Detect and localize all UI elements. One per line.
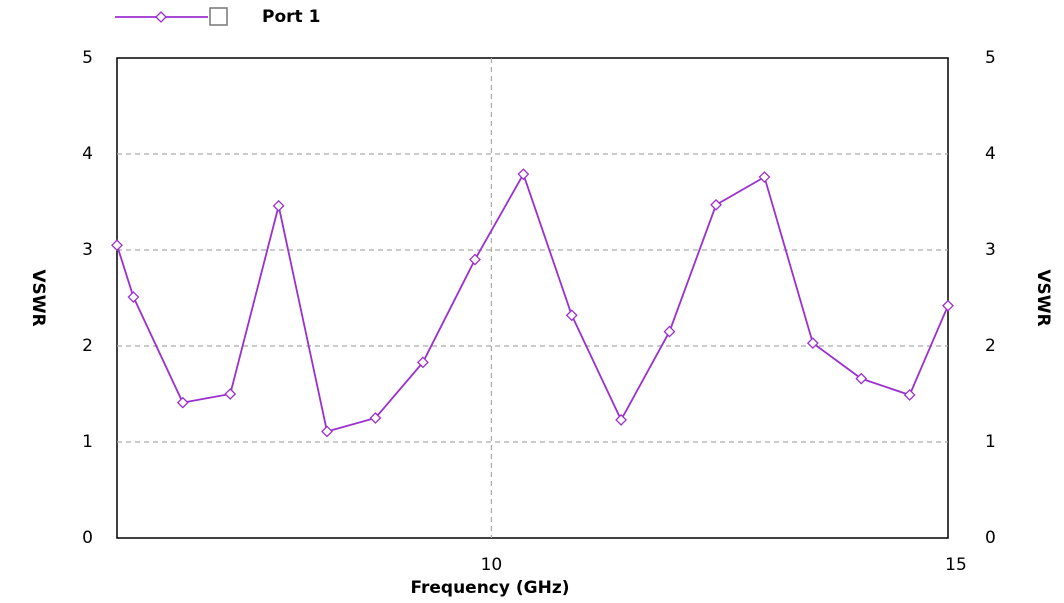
series-line bbox=[116, 171, 949, 433]
point-marker bbox=[615, 414, 627, 426]
y-tick-label: 2 bbox=[82, 336, 93, 356]
y-tick-label: 5 bbox=[82, 48, 93, 68]
point-marker bbox=[176, 396, 189, 409]
point-marker bbox=[517, 168, 530, 181]
y-tick-label: 1 bbox=[82, 432, 93, 452]
point-marker bbox=[710, 198, 722, 211]
legend-marker bbox=[155, 11, 167, 23]
point-marker bbox=[903, 389, 916, 401]
point-marker bbox=[416, 356, 429, 369]
y-tick-label: 3 bbox=[82, 240, 93, 260]
x-axis-label: Frequency (GHz) bbox=[410, 578, 569, 598]
point-marker bbox=[469, 253, 481, 266]
point-marker bbox=[758, 171, 771, 183]
point-marker bbox=[565, 309, 578, 322]
y2-tick-label: 3 bbox=[985, 240, 996, 260]
plot-frame bbox=[116, 57, 949, 539]
y2-tick-label: 2 bbox=[985, 336, 996, 356]
point-marker bbox=[272, 199, 285, 212]
point-marker bbox=[321, 425, 333, 438]
x-tick-label: 10 bbox=[481, 555, 503, 575]
point-marker bbox=[111, 239, 123, 252]
point-marker bbox=[855, 372, 868, 385]
point-marker bbox=[369, 412, 382, 424]
y-tick-label: 4 bbox=[82, 144, 93, 164]
legend-checkbox[interactable] bbox=[209, 7, 228, 26]
point-marker bbox=[663, 325, 676, 338]
y2-tick-label: 0 bbox=[985, 528, 996, 548]
y2-tick-label: 1 bbox=[985, 432, 996, 452]
point-marker bbox=[806, 337, 819, 350]
y2-axis-label: VSWR bbox=[1033, 269, 1053, 326]
x-tick-label: 15 bbox=[945, 555, 967, 575]
y-axis-label: VSWR bbox=[28, 269, 48, 326]
point-marker bbox=[127, 291, 140, 303]
point-marker bbox=[942, 299, 954, 312]
y2-tick-label: 4 bbox=[985, 144, 996, 164]
y2-tick-label: 5 bbox=[985, 48, 996, 68]
legend-label: Port 1 bbox=[262, 7, 320, 27]
point-marker bbox=[224, 388, 237, 400]
y-tick-label: 0 bbox=[82, 528, 93, 548]
